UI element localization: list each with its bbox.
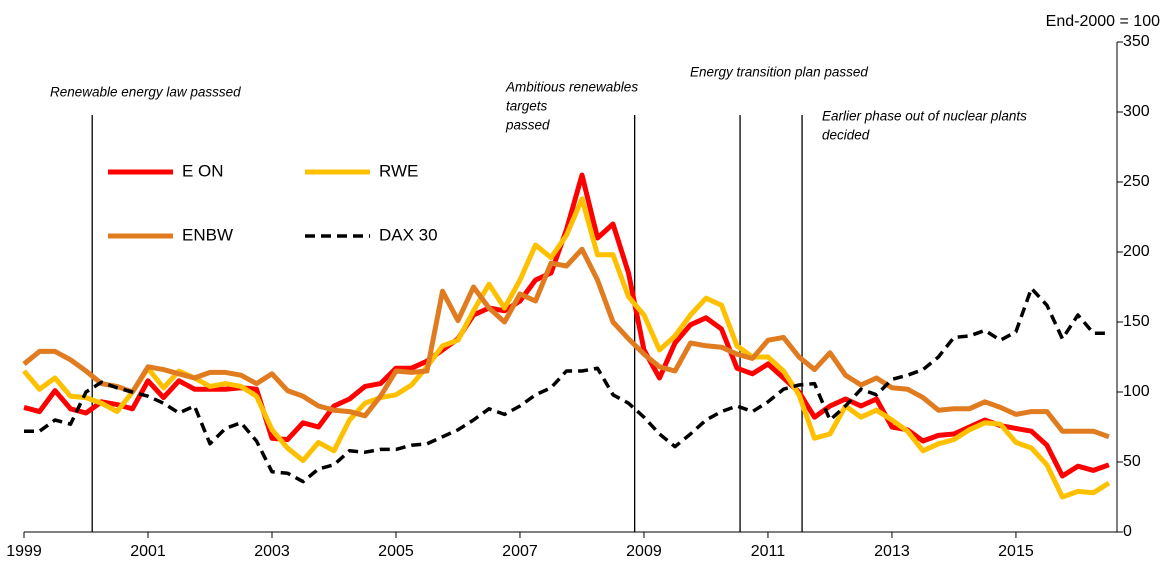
y-tick-label: 350	[1123, 33, 1150, 50]
x-tick-label: 2011	[751, 543, 786, 560]
annotation: Energy transition plan passed	[690, 65, 868, 80]
series-line	[22, 196, 1111, 500]
annotation: passed	[505, 118, 550, 133]
legend-label: E ON	[182, 161, 224, 180]
y-tick-label: 0	[1123, 523, 1132, 540]
x-tick-label: 2009	[626, 543, 662, 560]
annotation: Renewable energy law passsed	[50, 85, 241, 100]
x-tick-label: 1999	[6, 543, 42, 560]
x-tick-label: 2015	[998, 543, 1034, 560]
annotation: decided	[822, 128, 870, 143]
y-tick-label: 300	[1123, 103, 1150, 120]
y-tick-label: 100	[1123, 383, 1150, 400]
legend-label: RWE	[379, 161, 418, 180]
x-tick-label: 2005	[378, 543, 414, 560]
legend-label: DAX 30	[379, 225, 438, 244]
y-tick-label: 200	[1123, 243, 1150, 260]
x-tick-label: 2001	[130, 543, 166, 560]
series-line	[22, 246, 1110, 440]
y-tick-label: 50	[1123, 453, 1141, 470]
annotation: targets	[506, 99, 548, 114]
x-tick-label: 2013	[874, 543, 910, 560]
series-line	[24, 286, 1109, 484]
legend-label: ENBW	[182, 225, 233, 244]
annotation: Ambitious renewables	[505, 80, 638, 95]
y-tick-label: 250	[1123, 173, 1150, 190]
x-tick-label: 2003	[254, 543, 290, 560]
series-line	[23, 172, 1110, 479]
axis-note: End-2000 = 100	[1046, 13, 1160, 30]
y-tick-label: 150	[1123, 313, 1150, 330]
x-tick-label: 2007	[502, 543, 538, 560]
annotation: Earlier phase out of nuclear plants	[822, 109, 1027, 124]
